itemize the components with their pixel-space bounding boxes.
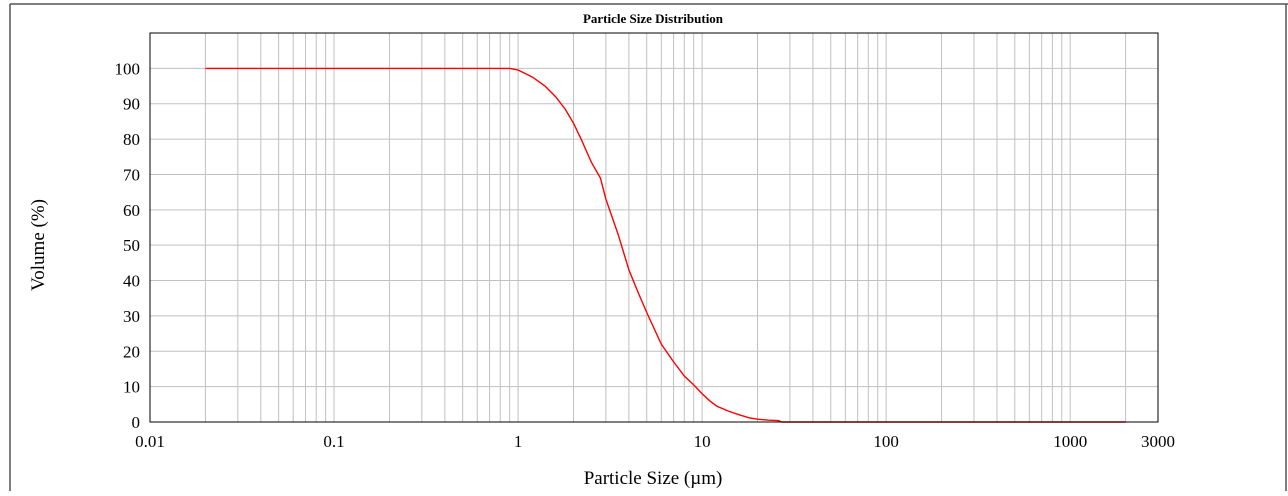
x-tick-labels: 0.01 0.1 1 10 100 1000 3000 <box>135 432 1175 451</box>
volume-curve <box>205 67 1126 423</box>
y-axis-title: Volume (%) <box>28 199 49 291</box>
y-tick-label: 60 <box>123 201 140 220</box>
x-tick-label: 0.1 <box>323 432 344 451</box>
x-tick-label: 3000 <box>1141 432 1175 451</box>
y-tick-label: 0 <box>132 413 141 432</box>
y-tick-label: 90 <box>123 95 140 114</box>
grid <box>149 33 1159 423</box>
plot-area-frame <box>149 32 1159 423</box>
x-axis-title: Particle Size (µm) <box>584 468 723 489</box>
x-tick-label: 1000 <box>1053 432 1087 451</box>
x-tick-label: 1 <box>514 432 523 451</box>
x-tick-label: 0.01 <box>135 432 165 451</box>
y-tick-label: 70 <box>123 165 140 184</box>
y-tick-label: 100 <box>115 59 141 78</box>
y-tick-label: 30 <box>123 307 140 326</box>
y-tick-label: 10 <box>123 378 140 397</box>
x-tick-label: 10 <box>694 432 711 451</box>
y-tick-label: 20 <box>123 342 140 361</box>
series-layer <box>205 67 1126 423</box>
y-tick-label: 80 <box>123 130 140 149</box>
chart-title: Particle Size Distribution <box>583 11 724 26</box>
y-tick-label: 50 <box>123 236 140 255</box>
y-tick-labels: 0 10 20 30 40 50 60 70 80 90 100 <box>115 59 141 432</box>
y-tick-label: 40 <box>123 272 140 291</box>
x-tick-label: 100 <box>873 432 899 451</box>
